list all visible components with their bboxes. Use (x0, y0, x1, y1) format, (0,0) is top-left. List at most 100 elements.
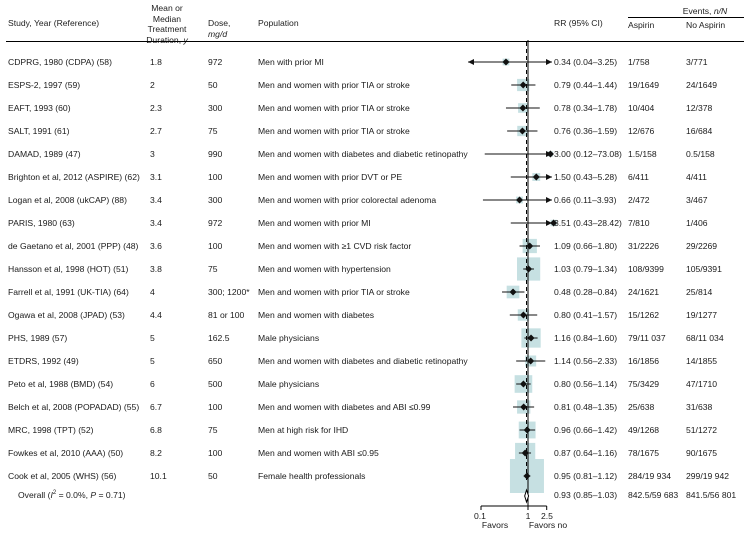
population-value: Men and women with prior MI (258, 218, 371, 228)
aspirin-events: 79/11 037 (628, 333, 666, 343)
duration-value: 2.7 (150, 126, 162, 136)
population-value: Men and women with hypertension (258, 264, 391, 274)
rr-value: 0.76 (0.36–1.59) (554, 126, 618, 136)
table-row: Fowkes et al, 2010 (AAA) (50) 8.2 100 Me… (0, 442, 750, 465)
overall-aspirin-events: 842.5/59 683 (628, 490, 679, 500)
favors-aspirin-label: Favors (481, 520, 509, 530)
dose-value: 100 (208, 448, 223, 458)
no-aspirin-events: 14/1855 (686, 356, 718, 366)
point-estimate (519, 104, 527, 112)
header-duration-line4: Duration, y (146, 34, 188, 45)
table-row: ETDRS, 1992 (49) 5 650 Men and women wit… (0, 350, 750, 373)
header-dose-label: Dose, (208, 18, 231, 28)
aspirin-events: 7/810 (628, 218, 650, 228)
population-value: Men with prior MI (258, 57, 324, 67)
aspirin-events: 1/758 (628, 57, 650, 67)
overall-row: Overall (I2 = 0.0%, P = 0.71) 0.93 (0.85… (0, 484, 750, 507)
no-aspirin-events: 68/11 034 (686, 333, 724, 343)
study-name: Peto et al, 1988 (BMD) (54) (8, 379, 114, 389)
no-aspirin-events: 24/1649 (686, 80, 718, 90)
no-aspirin-events: 105/9391 (686, 264, 722, 274)
ci-arrow-right (546, 197, 552, 203)
no-aspirin-events: 0.5/158 (686, 149, 715, 159)
rr-value: 0.87 (0.64–1.16) (554, 448, 618, 458)
aspirin-events: 12/676 (628, 126, 655, 136)
table-row: Cook et al, 2005 (WHS) (56) 10.1 50 Fema… (0, 465, 750, 488)
study-name: DAMAD, 1989 (47) (8, 149, 81, 159)
population-value: Male physicians (258, 379, 320, 389)
no-aspirin-events: 90/1675 (686, 448, 718, 458)
point-estimate (546, 150, 554, 158)
no-aspirin-events: 3/771 (686, 57, 708, 67)
dose-value: 100 (208, 172, 223, 182)
duration-value: 10.1 (150, 471, 167, 481)
table-row: Logan et al, 2008 (ukCAP) (88) 3.4 300 M… (0, 189, 750, 212)
rr-value: 0.96 (0.66–1.42) (554, 425, 618, 435)
header-population-label: Population (258, 18, 299, 28)
study-name: EAFT, 1993 (60) (8, 103, 71, 113)
population-value: Men and women with ABI ≤0.95 (258, 448, 379, 458)
point-estimate (523, 426, 531, 434)
rr-value: 3.00 (0.12–73.08) (554, 149, 622, 159)
dose-value: 50 (208, 471, 218, 481)
header-duration-line3: Treatment (147, 24, 187, 34)
ci-arrow-right (546, 220, 552, 226)
no-aspirin-events: 31/638 (686, 402, 713, 412)
study-name: Logan et al, 2008 (ukCAP) (88) (8, 195, 127, 205)
duration-value: 1.8 (150, 57, 162, 67)
aspirin-events: 6/411 (628, 172, 649, 182)
table-row: SALT, 1991 (61) 2.7 75 Men and women wit… (0, 120, 750, 143)
no-aspirin-events: 29/2269 (686, 241, 718, 251)
header-aspirin-label: Aspirin (628, 20, 655, 30)
study-name: Brighton et al, 2012 (ASPIRE) (62) (8, 172, 140, 182)
rr-value: 0.66 (0.11–3.93) (554, 195, 617, 205)
rr-value: 0.95 (0.81–1.12) (554, 471, 618, 481)
dose-value: 972 (208, 57, 223, 67)
dose-value: 100 (208, 241, 223, 251)
header-duration-line2: Median (152, 13, 182, 24)
dose-value: 972 (208, 218, 223, 228)
overall-rr-value: 0.93 (0.85–1.03) (554, 490, 618, 500)
duration-value: 3.4 (150, 195, 162, 205)
aspirin-events: 108/9399 (628, 264, 664, 274)
table-row: EAFT, 1993 (60) 2.3 300 Men and women wi… (0, 97, 750, 120)
dose-value: 990 (208, 149, 223, 159)
population-value: Female health professionals (258, 471, 366, 481)
study-name: MRC, 1998 (TPT) (52) (8, 425, 94, 435)
study-name: SALT, 1991 (61) (8, 126, 70, 136)
rr-value: 1.09 (0.66–1.80) (554, 241, 618, 251)
population-value: Men and women with diabetes and diabetic… (258, 356, 468, 366)
aspirin-events: 49/1268 (628, 425, 660, 435)
point-estimate (521, 449, 529, 457)
duration-value: 5 (150, 333, 155, 343)
no-aspirin-events: 19/1277 (686, 310, 718, 320)
table-row: Hansson et al, 1998 (HOT) (51) 3.8 75 Me… (0, 258, 750, 281)
dose-value: 100 (208, 402, 223, 412)
aspirin-events: 31/2226 (628, 241, 660, 251)
no-aspirin-events: 51/1272 (686, 425, 718, 435)
no-aspirin-events: 47/1710 (686, 379, 718, 389)
rr-value: 0.34 (0.04–3.25) (554, 57, 618, 67)
aspirin-events: 2/472 (628, 195, 650, 205)
ci-arrow-left (468, 59, 474, 65)
header-no-aspirin-label: No Aspirin (686, 20, 726, 30)
study-name: Fowkes et al, 2010 (AAA) (50) (8, 448, 124, 458)
header-events-rule (628, 17, 744, 18)
dose-value: 75 (208, 264, 218, 274)
point-estimate (502, 58, 510, 66)
study-name: PARIS, 1980 (63) (8, 218, 75, 228)
header-dose-unit: mg/d (208, 28, 228, 39)
rr-value: 1.16 (0.84–1.60) (554, 333, 618, 343)
rr-value: 1.14 (0.56–2.33) (554, 356, 618, 366)
point-estimate (519, 311, 527, 319)
header-events: Events, n/N (682, 6, 728, 16)
point-estimate (532, 173, 540, 181)
duration-value: 3.6 (150, 241, 162, 251)
dose-value: 81 or 100 (208, 310, 245, 320)
overall-label: Overall (I2 = 0.0%, P = 0.71) (18, 490, 126, 500)
point-estimate (519, 380, 527, 388)
duration-value: 3.1 (150, 172, 162, 182)
duration-value: 3.8 (150, 264, 162, 274)
axis-tick-label: 2.5 (541, 511, 553, 521)
